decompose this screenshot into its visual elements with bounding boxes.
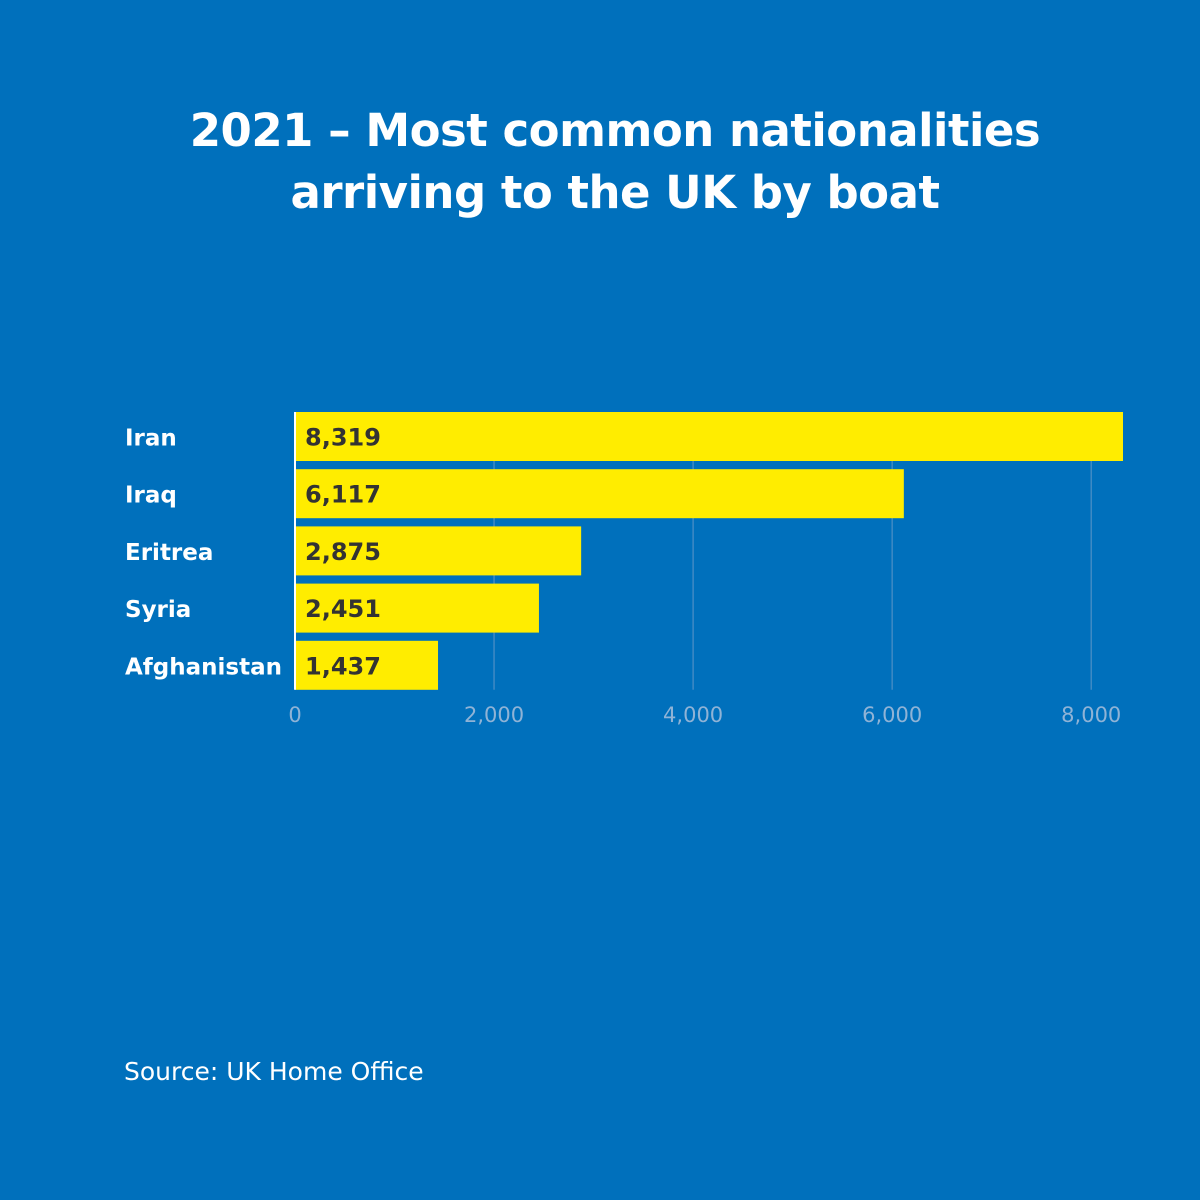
bar-value-label-afghanistan: 1,437 — [305, 652, 381, 680]
chart-title-line-1: 2021 – Most common nationalities — [189, 104, 1041, 157]
x-tick-label-8,000: 8,000 — [1061, 703, 1121, 727]
x-tick-label-0: 0 — [288, 703, 301, 727]
bar-value-label-syria: 2,451 — [305, 595, 381, 623]
x-tick-label-6,000: 6,000 — [862, 703, 922, 727]
bar-value-label-eritrea: 2,875 — [305, 538, 381, 566]
category-label-iraq: Iraq — [125, 483, 177, 509]
bar-eritrea — [295, 526, 582, 576]
bar-iraq — [295, 469, 904, 519]
category-label-syria: Syria — [125, 597, 191, 623]
category-label-eritrea: Eritrea — [125, 540, 213, 566]
category-label-afghanistan: Afghanistan — [125, 654, 282, 680]
bar-value-label-iraq: 6,117 — [305, 481, 381, 509]
chart-title-line-2: arriving to the UK by boat — [290, 166, 940, 219]
bar-afghanistan — [295, 640, 439, 690]
chart-title: 2021 – Most common nationalities arrivin… — [0, 100, 1200, 224]
source-note: Source: UK Home Office — [124, 1057, 424, 1086]
bar-syria — [295, 583, 539, 633]
category-label-iran: Iran — [125, 426, 177, 452]
bar-iran — [295, 412, 1123, 461]
bar-value-label-iran: 8,319 — [305, 424, 381, 452]
x-tick-label-4,000: 4,000 — [663, 703, 723, 727]
x-tick-label-2,000: 2,000 — [464, 703, 524, 727]
